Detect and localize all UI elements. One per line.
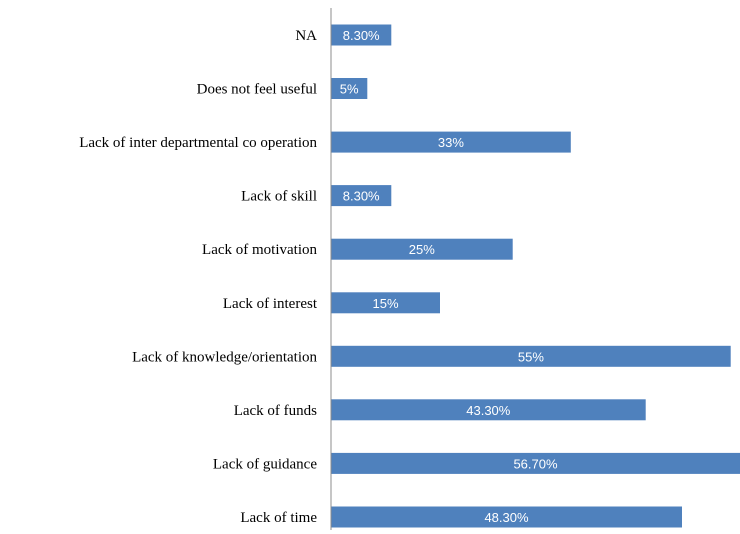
category-label-3: Lack of skill [241, 189, 317, 205]
category-label-0: NA [295, 28, 317, 44]
value-label-9: 48.30% [484, 510, 529, 525]
value-label-1: 5% [340, 82, 359, 97]
value-label-3: 8.30% [343, 189, 380, 204]
bars-group [331, 24, 740, 528]
category-label-5: Lack of interest [223, 296, 318, 312]
bar-3 [331, 185, 392, 207]
category-label-7: Lack of funds [234, 403, 317, 419]
value-label-8: 56.70% [513, 456, 558, 471]
category-label-2: Lack of inter departmental co operation [79, 135, 317, 151]
value-label-0: 8.30% [343, 28, 380, 43]
bar-8 [331, 452, 740, 474]
bar-7 [331, 399, 646, 421]
category-label-1: Does not feel useful [197, 82, 317, 98]
value-label-4: 25% [409, 242, 435, 257]
value-labels-group: 8.30% 5% 33% 8.30% 25% 15% 55% 43.30% 56.70% 48.3… [340, 28, 558, 525]
bar-0 [331, 24, 392, 46]
value-label-2: 33% [438, 135, 464, 150]
bar-9 [331, 506, 682, 528]
bar-2 [331, 131, 571, 153]
bar-4 [331, 238, 513, 260]
category-label-9: Lack of time [240, 510, 317, 526]
bar-1 [331, 78, 368, 99]
value-label-7: 43.30% [466, 403, 511, 418]
bar-6 [331, 345, 731, 367]
category-labels-group: NA Does not feel useful Lack of inter depa… [79, 28, 318, 526]
category-label-4: Lack of motivation [202, 242, 317, 258]
category-label-6: Lack of knowledge/orientation [132, 349, 317, 365]
value-label-6: 55% [518, 349, 544, 364]
bar-5 [331, 292, 440, 314]
category-label-8: Lack of guidance [213, 456, 317, 472]
value-label-5: 15% [372, 296, 398, 311]
